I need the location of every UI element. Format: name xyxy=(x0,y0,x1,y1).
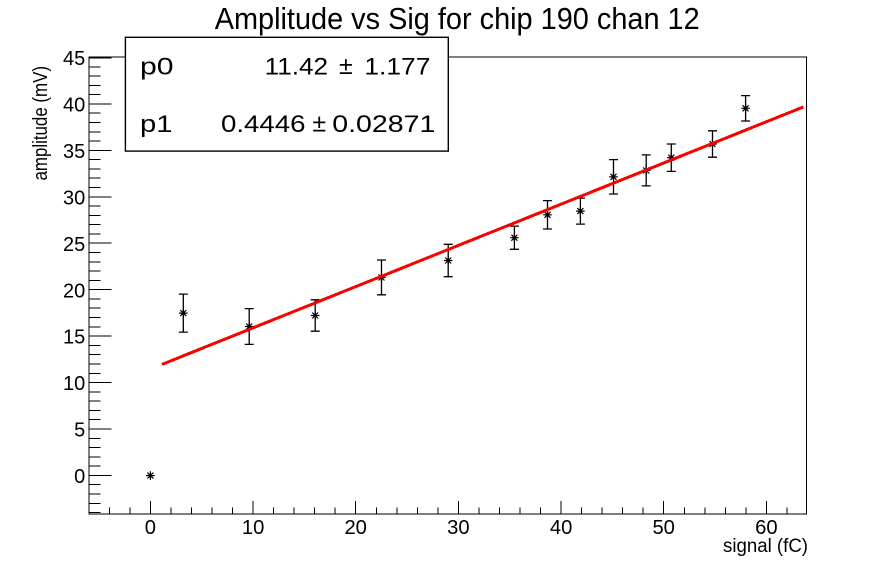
svg-text:35: 35 xyxy=(63,141,85,163)
svg-text:0: 0 xyxy=(145,517,156,539)
svg-text:0.4446: 0.4446 xyxy=(221,112,306,138)
svg-text:p1: p1 xyxy=(140,112,173,138)
svg-text:Amplitude vs Sig for chip 190: Amplitude vs Sig for chip 190 chan 12 xyxy=(215,2,700,36)
svg-text:45: 45 xyxy=(63,48,85,70)
svg-text:50: 50 xyxy=(652,517,674,539)
svg-text:20: 20 xyxy=(63,280,85,302)
svg-text:30: 30 xyxy=(63,187,85,209)
svg-text:±: ± xyxy=(312,110,326,138)
svg-text:1.177: 1.177 xyxy=(364,55,430,81)
svg-text:25: 25 xyxy=(63,234,85,256)
svg-text:5: 5 xyxy=(74,420,85,442)
svg-text:p0: p0 xyxy=(140,55,174,81)
svg-text:11.42: 11.42 xyxy=(265,55,329,81)
svg-text:20: 20 xyxy=(344,517,366,539)
svg-text:10: 10 xyxy=(63,373,85,395)
svg-text:15: 15 xyxy=(63,327,85,349)
svg-text:amplitude (mV): amplitude (mV) xyxy=(30,66,52,181)
svg-text:40: 40 xyxy=(550,517,572,539)
svg-text:10: 10 xyxy=(242,517,264,539)
svg-text:0: 0 xyxy=(74,466,85,488)
svg-text:60: 60 xyxy=(755,517,777,539)
svg-text:30: 30 xyxy=(447,517,469,539)
svg-text:0.02871: 0.02871 xyxy=(332,112,435,138)
svg-text:40: 40 xyxy=(63,95,85,117)
svg-text:±: ± xyxy=(339,52,353,80)
svg-text:signal (fC): signal (fC) xyxy=(723,536,808,557)
